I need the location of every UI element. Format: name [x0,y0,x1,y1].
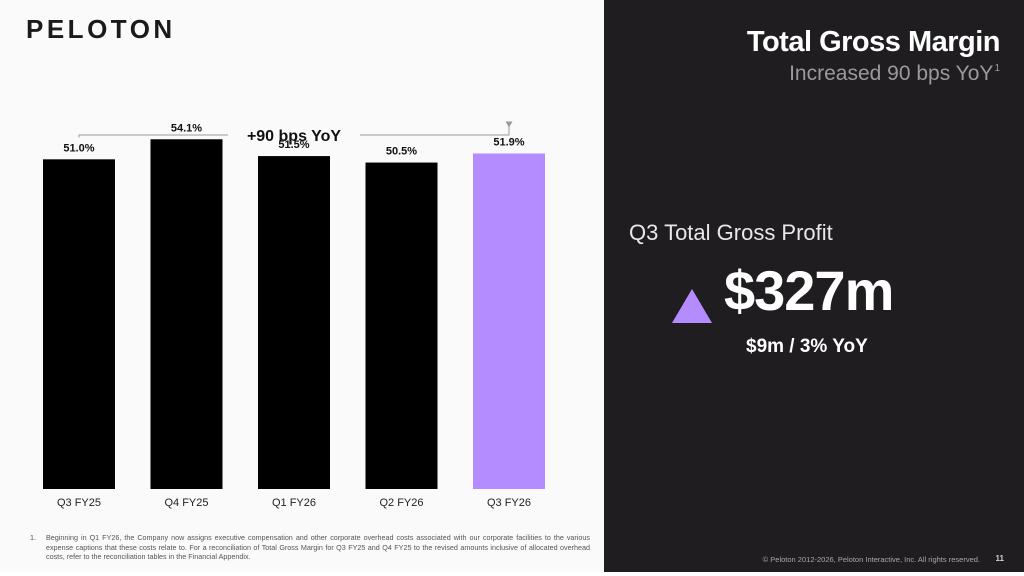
value-label: 51.9% [493,137,524,149]
x-tick-label: Q3 FY25 [57,497,101,509]
slide-subtitle: Increased 90 bps YoY1 [789,62,1000,86]
kpi-delta: $9m / 3% YoY [746,336,868,357]
value-label: 51.5% [278,139,309,151]
gross-margin-bar-chart: +90 bps YoY 51.0% 54.1% 51.5% 50.5% 51.9% Q3… [43,121,545,509]
summary-panel: Total Gross Margin Increased 90 bps YoY1… [604,0,1024,576]
bar-q1-fy26 [258,156,330,489]
kpi-value: $327m [724,259,894,322]
bar-q4-fy25 [150,139,223,489]
yoy-annotation: +90 bps YoY [78,121,513,145]
page-number: 11 [995,554,1004,563]
slide-subtitle-text: Increased 90 bps YoY [789,62,994,85]
bottom-border [0,572,1024,576]
bracket-arrow-icon [505,121,513,128]
x-tick-label: Q4 FY25 [164,497,208,509]
value-label: 50.5% [386,146,417,158]
kpi-label: Q3 Total Gross Profit [629,220,833,245]
annotation-label: +90 bps YoY [247,128,341,145]
bracket-right-line [360,126,510,136]
x-tick-label: Q3 FY26 [487,497,531,509]
bar-q3-fy25 [43,159,115,490]
value-labels-group: 51.0% 54.1% 51.5% 50.5% 51.9% [63,122,524,157]
value-label: 54.1% [171,122,202,134]
slide-title: Total Gross Margin [746,26,1001,58]
bars-group [43,139,545,490]
x-tick-labels-group: Q3 FY25 Q4 FY25 Q1 FY26 Q2 FY26 Q3 FY26 [57,497,531,509]
peloton-logo: PELOTON [26,14,176,44]
bracket-left-line [78,134,228,138]
footnote-ref: 1 [994,63,1000,74]
x-tick-label: Q2 FY26 [379,497,423,509]
bar-q3-fy26 [473,153,545,489]
chart-panel: PELOTON +90 bps YoY 51.0% 54.1% 51.5% 50.5%… [26,14,590,562]
value-label: 51.0% [63,142,94,154]
copyright-notice: © Peloton 2012-2026, Peloton Interactive… [762,555,980,564]
triangle-up-icon [672,289,712,323]
footnote-marker: 1. [30,533,36,542]
bar-q2-fy26 [365,162,438,489]
footnote: 1. Beginning in Q1 FY26, the Company now… [30,533,590,562]
footnote-text: Beginning in Q1 FY26, the Company now as… [46,533,590,561]
x-tick-label: Q1 FY26 [272,497,316,509]
